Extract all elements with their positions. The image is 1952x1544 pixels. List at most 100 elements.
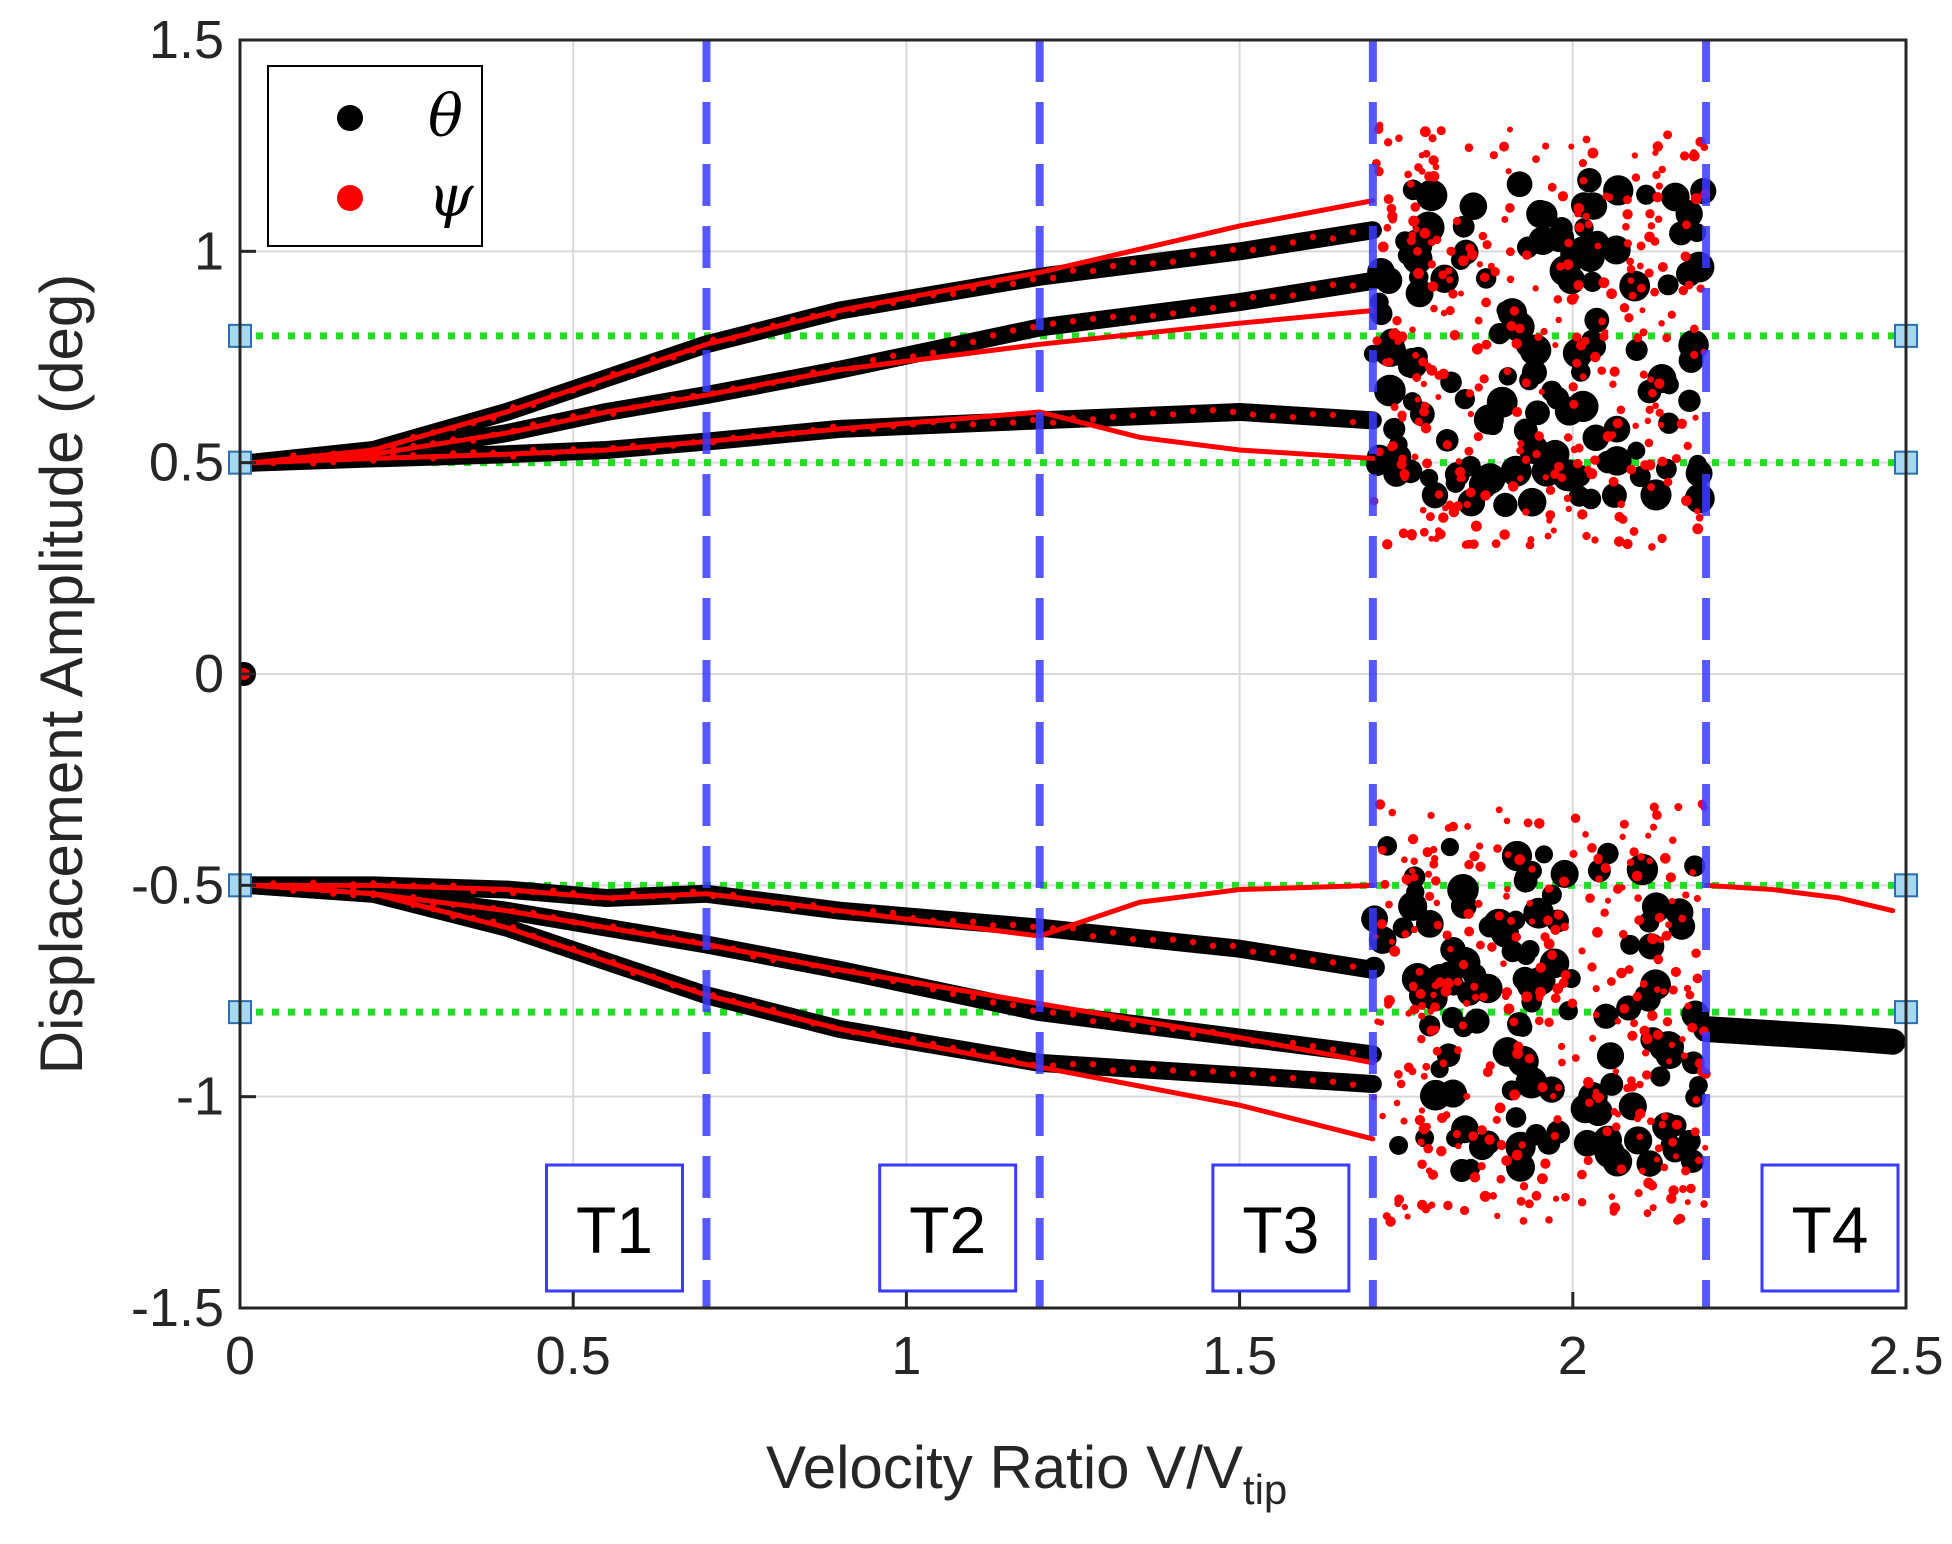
psi-point <box>410 901 417 909</box>
psi-point <box>1505 168 1512 175</box>
psi-point <box>1411 453 1419 461</box>
psi-point <box>1445 306 1455 316</box>
psi-point <box>1547 182 1557 192</box>
psi-point <box>1639 370 1648 379</box>
psi-point <box>1413 225 1420 233</box>
psi-point <box>889 352 897 359</box>
psi-point <box>1524 1053 1535 1064</box>
psi-point <box>869 302 877 309</box>
psi-point <box>1426 365 1438 376</box>
psi-point <box>1544 1017 1554 1028</box>
psi-point <box>1552 342 1559 349</box>
psi-point <box>1609 1207 1618 1216</box>
psi-branch <box>250 308 1376 466</box>
psi-point <box>1644 438 1654 448</box>
theta-point <box>1528 226 1558 256</box>
psi-point <box>1584 1098 1594 1107</box>
psi-point <box>1329 281 1337 288</box>
psi-point <box>1534 431 1544 441</box>
psi-point <box>570 387 577 394</box>
theta-point <box>1582 424 1610 452</box>
psi-point <box>1289 239 1297 246</box>
psi-point <box>669 982 677 989</box>
psi-point <box>1069 1060 1077 1068</box>
psi-point <box>929 917 937 924</box>
theta-point <box>1363 956 1385 979</box>
psi-point <box>1512 1048 1523 1059</box>
psi-point <box>1568 143 1575 150</box>
psi-point <box>1444 267 1453 275</box>
theta-point <box>1636 184 1657 205</box>
psi-point <box>310 453 317 460</box>
psi-point <box>1471 343 1483 355</box>
psi-point <box>1387 442 1396 452</box>
psi-point <box>1309 957 1317 964</box>
psi-point <box>290 882 297 889</box>
psi-point <box>829 311 837 319</box>
psi-point <box>1647 376 1655 383</box>
psi-point <box>1249 1071 1257 1078</box>
psi-point <box>450 913 457 920</box>
psi-point <box>1645 209 1655 219</box>
x-tick-label: 2 <box>1558 1326 1588 1386</box>
psi-point <box>1679 151 1690 161</box>
psi-point <box>1382 1212 1391 1221</box>
psi-point <box>1649 1204 1657 1212</box>
psi-point <box>909 979 917 987</box>
psi-point <box>1378 845 1387 855</box>
psi-point <box>1229 942 1237 950</box>
psi-point <box>1384 1000 1393 1009</box>
psi-point <box>1617 500 1625 509</box>
psi-point <box>1685 990 1695 1000</box>
psi-point <box>969 918 977 926</box>
psi-point <box>1418 1107 1426 1114</box>
psi-point <box>1600 908 1609 917</box>
psi-point <box>1639 980 1648 988</box>
psi-point <box>1446 276 1454 284</box>
psi-point <box>1499 141 1510 152</box>
psi-point <box>1410 857 1418 865</box>
psi-point <box>1401 874 1413 885</box>
psi-point <box>649 445 657 452</box>
psi-point <box>1249 293 1257 301</box>
psi-point <box>1591 536 1599 544</box>
psi-point <box>889 1036 897 1044</box>
psi-point <box>1415 988 1426 999</box>
psi-point <box>1464 859 1474 870</box>
psi-point <box>989 281 997 289</box>
psi-point <box>1489 151 1498 160</box>
psi-point <box>1427 811 1435 820</box>
data-series <box>240 121 1906 1227</box>
psi-point <box>949 422 957 430</box>
psi-point <box>1676 418 1688 429</box>
psi-point <box>1420 422 1432 434</box>
psi-point <box>1519 1182 1529 1191</box>
psi-point <box>1129 412 1137 419</box>
psi-point <box>1229 246 1237 253</box>
psi-point <box>1658 1120 1667 1129</box>
theta-point <box>1659 375 1679 395</box>
psi-point <box>1418 1012 1426 1020</box>
theta-point <box>1415 910 1444 938</box>
psi-point <box>550 392 557 399</box>
psi-point <box>1377 1019 1385 1026</box>
theta-point <box>1531 456 1562 487</box>
psi-point <box>1409 326 1416 333</box>
psi-point <box>1627 277 1635 284</box>
theta-point <box>1374 374 1406 407</box>
psi-point <box>1506 126 1513 133</box>
psi-point <box>1401 856 1408 864</box>
psi-point <box>709 992 717 999</box>
psi-point <box>649 892 657 900</box>
psi-point <box>1428 134 1437 143</box>
psi-point <box>1546 517 1553 524</box>
psi-point <box>1666 1193 1677 1204</box>
psi-point <box>1485 1192 1492 1200</box>
psi-point <box>1507 481 1519 492</box>
psi-point <box>689 347 697 354</box>
psi-point <box>1476 940 1485 950</box>
psi-point <box>290 455 297 463</box>
psi-point <box>1555 316 1562 324</box>
y-tick-label: 1.5 <box>149 10 224 70</box>
psi-point <box>1653 986 1661 993</box>
